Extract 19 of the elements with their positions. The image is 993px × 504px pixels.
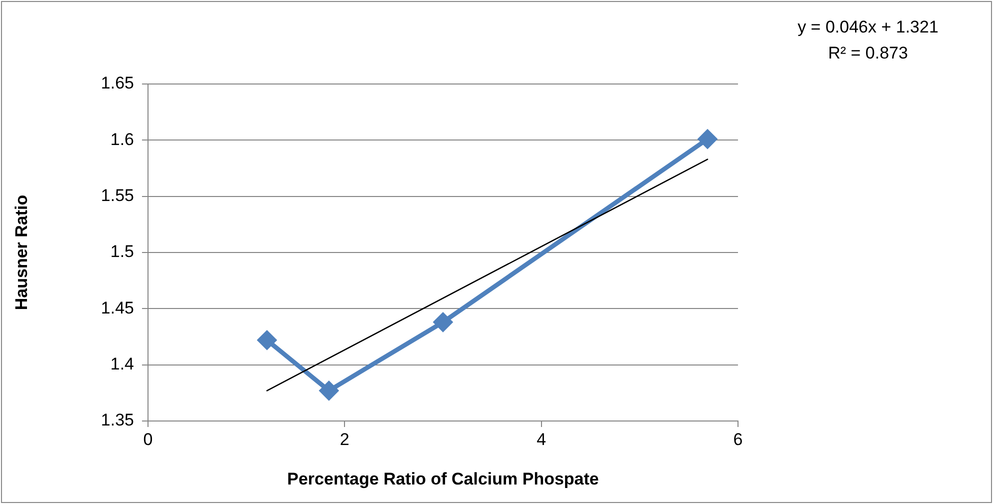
x-tick-label: 2 — [340, 430, 350, 449]
y-tick-label: 1.5 — [110, 242, 134, 262]
x-tick-label: 0 — [143, 430, 153, 449]
x-tick-label: 4 — [536, 430, 546, 449]
point — [434, 312, 452, 332]
point — [258, 330, 276, 350]
y-tick-label: 1.45 — [100, 298, 134, 318]
point — [320, 381, 338, 400]
y-axis-title: Hausner Ratio — [12, 194, 31, 310]
text: R² = 0.873 — [828, 44, 908, 63]
y-tick-label: 1.35 — [100, 410, 134, 430]
y-tick-label: 1.6 — [110, 130, 134, 149]
y-tick-label: 1.65 — [100, 74, 134, 93]
text: y = 0.046x + 1.321 — [798, 18, 938, 37]
x-axis-title: Percentage Ratio of Calcium Phospate — [287, 469, 599, 488]
y-tick-label: 1.55 — [100, 186, 134, 206]
x-tick-label: 6 — [733, 430, 743, 449]
y-tick-label: 1.4 — [110, 354, 134, 374]
point — [698, 130, 717, 148]
